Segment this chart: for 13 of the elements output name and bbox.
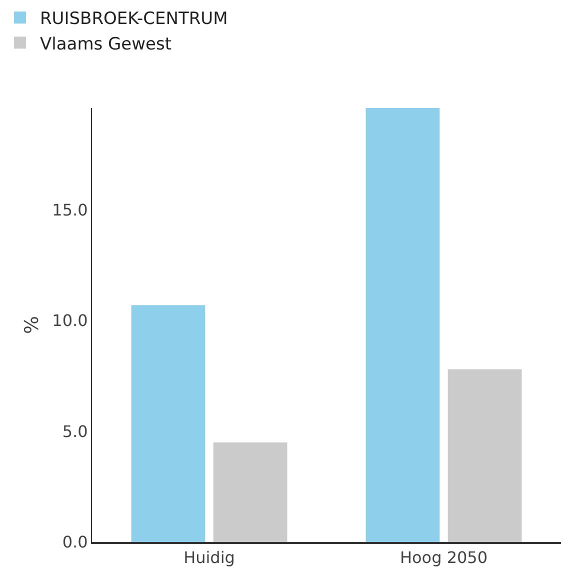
y-axis-title: %	[21, 316, 44, 334]
bar	[213, 442, 288, 542]
y-tick-label: 10.0	[52, 311, 88, 330]
legend-label: RUISBROEK-CENTRUM	[40, 9, 228, 30]
y-tick-label: 5.0	[62, 422, 88, 441]
x-tick-label: Huidig	[184, 548, 235, 567]
bar	[448, 369, 522, 542]
y-tick-label: 0.0	[62, 532, 88, 552]
x-tick-label: Hoog 2050	[400, 548, 488, 567]
legend-label: Vlaams Gewest	[40, 34, 172, 54]
bar	[131, 305, 206, 542]
y-tick-label: 15.0	[52, 200, 88, 220]
bar	[366, 108, 440, 542]
